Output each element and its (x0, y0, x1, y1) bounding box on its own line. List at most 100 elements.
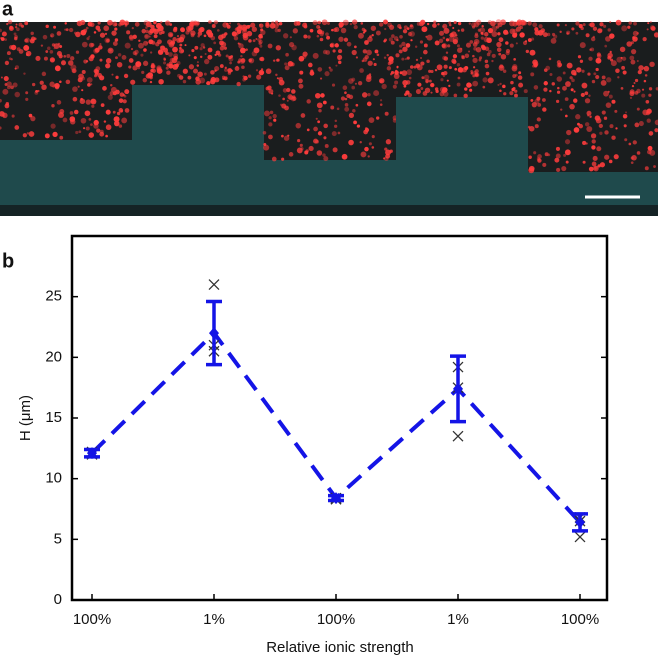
particle (417, 82, 422, 87)
particle (487, 49, 492, 54)
particle (491, 53, 496, 58)
particle (14, 125, 20, 130)
particle (443, 27, 450, 34)
particle (491, 25, 498, 32)
particle (169, 57, 175, 63)
particle (53, 47, 56, 50)
particle (384, 111, 389, 116)
particle (425, 35, 428, 38)
particle (588, 56, 593, 61)
particle (464, 65, 469, 71)
particle (498, 65, 505, 71)
particle (210, 35, 216, 41)
particle (134, 21, 140, 27)
particle (30, 31, 34, 36)
particle (211, 24, 216, 28)
particle (135, 61, 142, 68)
particle (72, 96, 78, 102)
particle (395, 69, 398, 72)
particle (585, 142, 588, 145)
particle (518, 71, 522, 75)
particle (358, 32, 364, 39)
particle (85, 126, 90, 131)
particle (77, 85, 80, 88)
particle (646, 28, 649, 31)
particle (317, 67, 323, 72)
particle (641, 88, 645, 91)
particle (18, 22, 23, 27)
particle (367, 155, 370, 158)
particle (143, 40, 149, 46)
particle (616, 56, 623, 63)
particle (112, 41, 118, 46)
particle (595, 57, 602, 64)
particle (426, 34, 433, 41)
particle (394, 80, 399, 85)
particle (70, 64, 77, 71)
particle (591, 139, 596, 144)
particle (487, 77, 494, 84)
particle (59, 135, 64, 140)
particle (528, 165, 535, 172)
particle (9, 25, 13, 30)
particle (549, 73, 553, 76)
particle (403, 25, 408, 30)
particle (584, 91, 589, 96)
particle (625, 111, 628, 114)
particle (173, 26, 178, 31)
particle (615, 19, 622, 26)
particle (151, 68, 156, 74)
particle (566, 129, 572, 136)
particle (593, 72, 597, 76)
particle (6, 81, 12, 87)
particle (434, 68, 438, 72)
particle (14, 91, 21, 98)
particle (614, 109, 618, 113)
particle (145, 73, 151, 79)
particle (166, 63, 170, 67)
particle (605, 102, 612, 108)
particle (457, 21, 462, 26)
particle (231, 31, 237, 37)
particle (355, 103, 359, 107)
particle (591, 161, 597, 167)
particle (457, 29, 460, 32)
particle (273, 118, 277, 122)
particle (486, 37, 492, 44)
particle (433, 20, 437, 24)
x-tick-label: 100% (561, 611, 599, 628)
particle (242, 75, 245, 78)
particle (449, 23, 452, 27)
particle (360, 151, 367, 158)
particle (105, 58, 112, 64)
particle (401, 41, 406, 47)
particle (259, 23, 262, 26)
particle (634, 78, 639, 83)
particle (415, 88, 421, 95)
particle (543, 68, 548, 72)
particle (77, 77, 83, 83)
particle (456, 63, 461, 67)
particle (448, 36, 455, 42)
particle (597, 28, 603, 34)
particle (69, 116, 76, 122)
particle (425, 80, 429, 84)
particle (337, 131, 341, 135)
mean-marker (331, 492, 341, 505)
particle (479, 27, 486, 34)
particle (141, 70, 145, 75)
particle (364, 40, 369, 45)
particle (23, 44, 30, 51)
particle (645, 99, 650, 104)
particle (386, 66, 392, 71)
particle (631, 84, 635, 88)
particle (643, 65, 650, 72)
particle (532, 59, 538, 66)
particle (81, 69, 86, 74)
particle (430, 69, 434, 74)
particle (518, 24, 522, 28)
particle (383, 56, 387, 59)
particle (375, 30, 381, 36)
particle (105, 63, 111, 69)
particle (213, 20, 219, 25)
